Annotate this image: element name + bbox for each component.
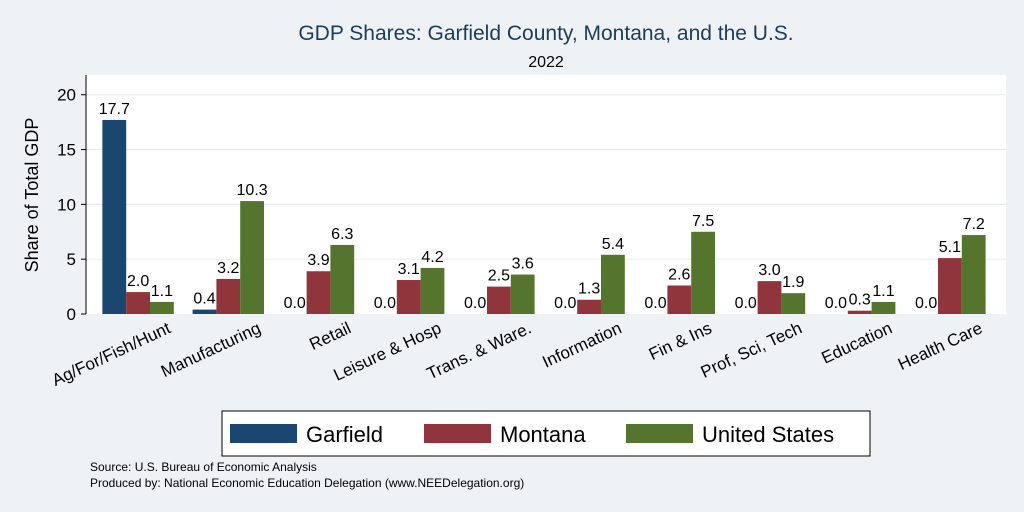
bar-garfield xyxy=(192,309,217,314)
plot-area xyxy=(86,75,1006,314)
y-tick-label: 10 xyxy=(57,195,76,214)
data-label: 10.3 xyxy=(237,182,268,199)
bar-montana xyxy=(216,278,241,314)
y-tick-label: 0 xyxy=(67,305,76,324)
data-label: 0.3 xyxy=(849,292,871,309)
data-label: 0.0 xyxy=(464,295,486,312)
legend-swatch-montana xyxy=(424,424,491,443)
data-label: 3.2 xyxy=(217,260,239,277)
data-label: 0.0 xyxy=(554,295,576,312)
data-label: 3.0 xyxy=(758,262,780,279)
data-label: 5.4 xyxy=(602,236,624,253)
y-tick-label: 5 xyxy=(67,250,76,269)
bar-united-states xyxy=(420,267,445,314)
data-label: 0.4 xyxy=(193,291,215,308)
legend: Garfield Montana United States xyxy=(221,410,871,457)
legend-swatch-garfield xyxy=(230,424,297,443)
data-label: 1.9 xyxy=(782,274,804,291)
bar-garfield xyxy=(102,119,127,314)
bars xyxy=(102,119,986,314)
data-label: 0.0 xyxy=(644,295,666,312)
data-label: 2.6 xyxy=(668,266,690,283)
chart-title: GDP Shares: Garfield County, Montana, an… xyxy=(298,22,793,45)
data-labels: 17.72.01.1 0.43.210.30.03.96.30.03.14.20.… xyxy=(99,101,985,312)
data-label: 3.9 xyxy=(307,252,329,269)
data-label: 0.0 xyxy=(915,295,937,312)
data-label: 1.3 xyxy=(578,281,600,298)
bar-montana xyxy=(847,310,872,314)
data-label: 1.1 xyxy=(151,283,173,300)
data-label: 2.0 xyxy=(127,273,149,290)
chart-subtitle: 2022 xyxy=(528,54,564,71)
data-label: 0.0 xyxy=(735,295,757,312)
y-axis-ticks: 0 5 10 15 20 xyxy=(57,86,86,324)
data-label: 4.2 xyxy=(421,249,443,266)
bar-montana xyxy=(757,281,782,314)
bar-united-states xyxy=(871,301,896,314)
gridlines xyxy=(86,94,1006,260)
bar-montana xyxy=(577,299,601,314)
data-label: 7.5 xyxy=(692,213,714,230)
legend-label: Montana xyxy=(500,422,586,447)
source-note: Source: U.S. Bureau of Economic Analysis xyxy=(90,460,317,474)
bar-montana xyxy=(306,271,331,314)
data-label: 17.7 xyxy=(99,101,130,118)
data-label: 3.1 xyxy=(398,261,420,278)
y-tick-label: 15 xyxy=(57,141,76,160)
bar-united-states xyxy=(330,244,355,314)
y-axis-label: Share of Total GDP xyxy=(22,118,42,273)
bar-montana xyxy=(938,258,962,314)
legend-label: Garfield xyxy=(306,422,383,447)
data-label: 0.0 xyxy=(825,295,847,312)
legend-swatch-united-states xyxy=(626,424,693,443)
bar-united-states xyxy=(961,235,986,314)
bar-united-states xyxy=(601,254,625,314)
data-label: 7.2 xyxy=(963,216,985,233)
bar-united-states xyxy=(781,293,806,314)
y-tick-label: 20 xyxy=(57,86,76,105)
bar-montana xyxy=(667,285,692,314)
data-label: 3.6 xyxy=(512,256,534,273)
data-label: 1.1 xyxy=(872,283,894,300)
legend-label: United States xyxy=(702,422,834,447)
bar-united-states xyxy=(240,201,264,314)
bar-united-states xyxy=(691,231,715,314)
data-label: 0.0 xyxy=(284,295,306,312)
data-label: 5.1 xyxy=(939,239,961,256)
data-label: 2.5 xyxy=(488,268,510,285)
bar-montana xyxy=(396,280,421,314)
bar-united-states xyxy=(150,301,174,314)
data-label: 0.0 xyxy=(374,295,396,312)
produced-by-note: Produced by: National Economic Education… xyxy=(90,476,524,490)
data-label: 6.3 xyxy=(331,226,353,243)
bar-montana xyxy=(487,286,511,314)
bar-montana xyxy=(126,292,150,314)
bar-united-states xyxy=(510,274,535,314)
legend-box xyxy=(221,410,871,457)
